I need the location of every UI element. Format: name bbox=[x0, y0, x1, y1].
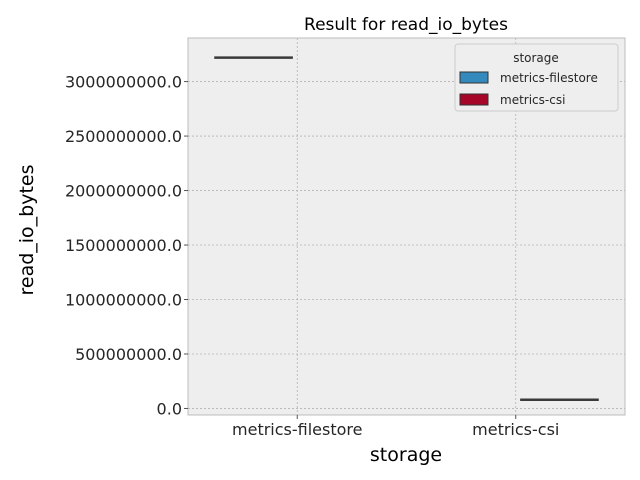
box-marks bbox=[214, 56, 599, 401]
x-axis-ticks: metrics-filestore metrics-csi bbox=[232, 415, 559, 439]
legend-title: storage bbox=[513, 51, 559, 65]
x-axis-label: storage bbox=[370, 444, 442, 466]
legend: storage metrics-filestore metrics-csi bbox=[454, 43, 619, 112]
y-tick-label: 0.0 bbox=[157, 399, 182, 418]
y-tick-label: 500000000.0 bbox=[75, 345, 182, 364]
y-axis-ticks: 0.0 500000000.0 1000000000.0 1500000000.0 20… bbox=[65, 73, 188, 418]
chart-title: Result for read_io_bytes bbox=[304, 15, 508, 35]
y-tick-label: 2000000000.0 bbox=[65, 182, 182, 201]
y-tick-label: 1500000000.0 bbox=[65, 236, 182, 255]
gridlines bbox=[188, 38, 625, 415]
legend-box bbox=[454, 43, 619, 112]
legend-label-metrics-csi: metrics-csi bbox=[500, 93, 565, 107]
y-tick-label: 2500000000.0 bbox=[65, 127, 182, 146]
legend-swatch-metrics-filestore bbox=[459, 71, 489, 84]
legend-label-metrics-filestore: metrics-filestore bbox=[500, 71, 598, 85]
legend-swatch-metrics-csi bbox=[459, 93, 489, 106]
plot-frame bbox=[187, 37, 626, 416]
x-tick-label: metrics-filestore bbox=[232, 420, 362, 439]
x-tick-label: metrics-csi bbox=[472, 420, 559, 439]
y-tick-label: 1000000000.0 bbox=[65, 291, 182, 310]
y-axis-label: read_io_bytes bbox=[16, 164, 38, 295]
y-tick-label: 3000000000.0 bbox=[65, 73, 182, 92]
